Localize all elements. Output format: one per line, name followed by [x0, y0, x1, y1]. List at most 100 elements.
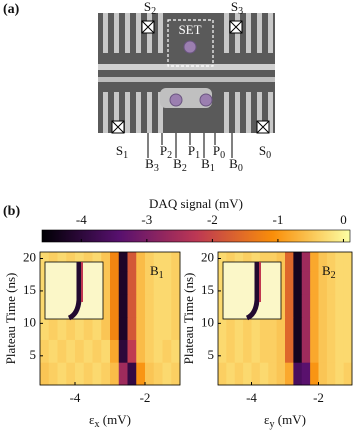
gate-label-sub: 1 — [123, 150, 128, 161]
gate-label-sub: 2 — [182, 163, 187, 174]
finger — [224, 13, 229, 53]
heatmap-cell — [127, 316, 137, 340]
heatmap-cell — [318, 271, 328, 295]
heatmap-cell — [310, 362, 319, 386]
heatmap-cell — [251, 316, 261, 340]
heatmap-cell — [301, 252, 311, 272]
inset-curve — [245, 262, 260, 321]
heatmap-cell — [118, 362, 128, 386]
finger — [114, 13, 119, 53]
gate-label: S1 — [116, 143, 128, 161]
heatmap-cell — [310, 252, 319, 272]
gate-label-main: P — [213, 143, 220, 158]
rail — [98, 64, 275, 70]
panel-label-sub: 2 — [331, 270, 336, 281]
heatmap-cell — [48, 362, 58, 386]
heatmap-cell — [101, 294, 111, 318]
heatmap-cell — [153, 339, 163, 363]
heatmap-cell — [318, 294, 328, 318]
panel-label: (b) — [3, 204, 20, 219]
dot — [169, 93, 183, 107]
heatmap-cell — [118, 252, 128, 272]
dot — [183, 40, 197, 54]
heatmap-cell — [127, 339, 137, 363]
heatmap-cell — [293, 339, 303, 363]
heatmap-cell — [285, 271, 294, 295]
finger — [125, 13, 130, 53]
heatmap-cell — [218, 339, 227, 363]
heatmap-cell — [343, 252, 353, 272]
heatmap-cell — [268, 316, 278, 340]
x-axis-label-main: ε — [264, 412, 270, 427]
y-tick-label: 20 — [201, 249, 214, 264]
heatmap-cell — [226, 362, 236, 386]
finger — [136, 13, 141, 53]
heatmap-cell — [326, 362, 336, 386]
heatmap-cell — [301, 271, 311, 295]
heatmap-cell — [293, 271, 303, 295]
gate-label: P1 — [188, 143, 200, 161]
gate-label-sub: 2 — [151, 6, 156, 17]
heatmap-cell — [57, 316, 67, 340]
heatmap-cell — [301, 316, 311, 340]
colorbar-tick-label: -3 — [141, 212, 152, 227]
heatmap-cell — [335, 316, 345, 340]
heatmap-cell — [75, 339, 85, 363]
heatmap-cell — [218, 271, 227, 295]
finger — [257, 13, 262, 53]
y-tick-label: 5 — [30, 347, 37, 362]
heatmap-cell — [335, 294, 345, 318]
inset-curve — [67, 262, 82, 321]
heatmap-cell — [218, 316, 227, 340]
heatmap-cell — [318, 362, 328, 386]
heatmap-cell — [136, 316, 146, 340]
heatmap-cell — [218, 252, 227, 272]
heatmap-cell — [171, 339, 181, 363]
x-tick-label: -2 — [313, 390, 324, 405]
colorbar-tick-label: -1 — [272, 212, 283, 227]
heatmap-cell — [40, 339, 50, 363]
heatmap-cell — [145, 339, 155, 363]
gate-label: S0 — [259, 143, 271, 161]
panel-label-sub: 1 — [159, 270, 164, 281]
y-tick-label: 10 — [201, 314, 214, 329]
heatmap-cell — [92, 339, 102, 363]
gate-label-main: B — [229, 156, 238, 171]
gate-label-main: P — [188, 143, 195, 158]
heatmap-cell — [301, 294, 311, 318]
x-tick-label: -4 — [246, 390, 257, 405]
set-label: SET — [178, 22, 201, 37]
y-tick-label: 20 — [23, 249, 36, 264]
gate-label-sub: 3 — [154, 163, 159, 174]
heatmap-cell — [145, 316, 155, 340]
finger — [158, 92, 163, 133]
heatmap-cell — [243, 362, 252, 386]
heatmap-cell — [343, 271, 353, 295]
heatmap-cell — [218, 362, 227, 386]
heatmap-cell — [153, 271, 163, 295]
y-tick-label: 10 — [23, 314, 36, 329]
finger — [103, 13, 108, 53]
gate-label-main: B — [173, 156, 182, 171]
x-axis-label-sub: x — [95, 419, 100, 430]
heatmap-cell — [310, 294, 319, 318]
finger — [224, 92, 229, 133]
heatmap-cell — [83, 316, 93, 340]
heatmap-cell — [343, 316, 353, 340]
heatmap-cell — [110, 294, 120, 318]
gate-label-main: B — [145, 156, 154, 171]
gate-label-sub: 3 — [238, 6, 243, 17]
heatmap-cell — [343, 362, 353, 386]
plot-frame — [217, 251, 353, 386]
heatmap-cell — [92, 362, 102, 386]
heatmap-cell — [171, 316, 181, 340]
heatmap-cell — [145, 362, 155, 386]
heatmap-cell — [243, 339, 252, 363]
colorbar-title: DAQ signal (mV) — [149, 196, 243, 211]
heatmap-cell — [110, 339, 120, 363]
heatmap-cell — [318, 316, 328, 340]
heatmap-cell — [335, 362, 345, 386]
heatmap-cell — [110, 252, 120, 272]
gate-label-sub: 1 — [195, 150, 200, 161]
